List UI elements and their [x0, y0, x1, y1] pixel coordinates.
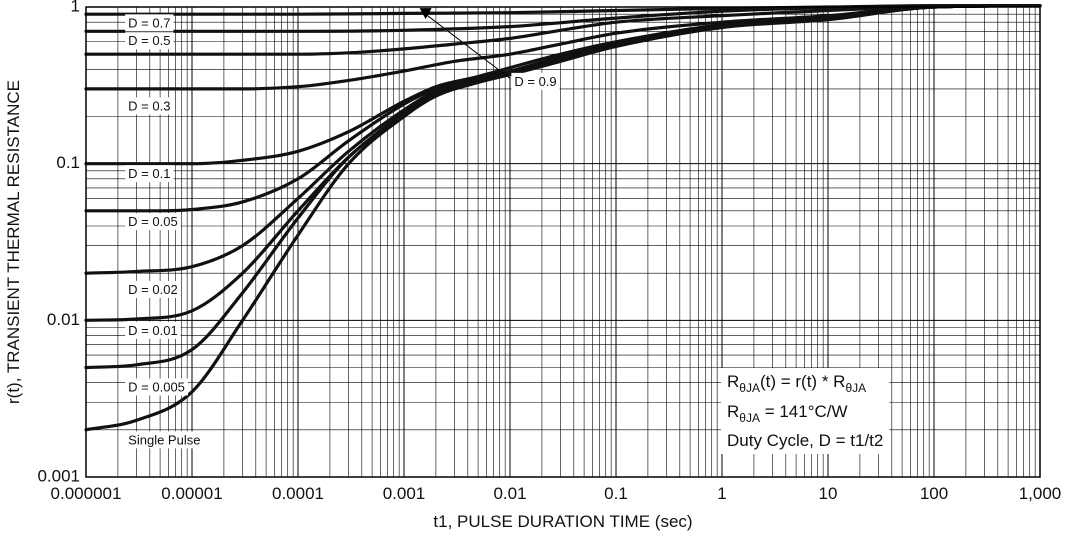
d09-pointer-marker: [419, 8, 432, 20]
x-axis-title: t1, PULSE DURATION TIME (sec): [433, 512, 692, 531]
d09-pointer-group: [419, 8, 511, 79]
x-tick-label: 10: [819, 484, 838, 503]
curve-label: Single Pulse: [125, 431, 204, 449]
curve-group: [84, 4, 1042, 432]
y-tick-labels: 0.001 0.01 0.1 1: [37, 0, 80, 485]
curve-label-background: [125, 321, 181, 339]
curve-label-text: D = 0.3: [128, 98, 170, 113]
curve-d-0-3: [84, 4, 1042, 91]
x-tick-label: 0.01: [493, 484, 526, 503]
x-tick-label: 0.00001: [161, 484, 222, 503]
curve-label-text: Single Pulse: [128, 432, 200, 447]
curve-label-background: [125, 378, 188, 396]
curve-label-text: D = 0.9: [514, 74, 556, 89]
curve-label-background: [125, 431, 204, 449]
curve-label-text: D = 0.1: [128, 166, 170, 181]
y-axis-title: r(t), TRANSIENT THERMAL RESISTANCE: [4, 80, 23, 404]
curve-d-0-05: [84, 4, 1042, 213]
curve-label: D = 0.7: [125, 14, 174, 32]
plot-frame: [85, 6, 1041, 478]
y-tick-label: 0.1: [56, 153, 80, 172]
formula-line-1-b: (t) = r(t) * R: [760, 372, 845, 391]
formula-line-1: RθJA(t) = r(t) * RθJA: [727, 372, 866, 395]
curve-single-pulse: [84, 4, 1042, 432]
formula-line-1-b-sub: θJA: [845, 381, 866, 395]
curve-d-0-02: [84, 4, 1042, 275]
formula-line-2: RθJA = 141°C/W: [727, 402, 848, 425]
curve-d-0-5: [84, 4, 1042, 56]
curve-label: D = 0.3: [125, 97, 174, 115]
curve-label: D = 0.05: [125, 213, 181, 231]
x-tick-label: 0.0001: [272, 484, 324, 503]
curve-label-text: D = 0.005: [128, 379, 185, 394]
curve-label-text: D = 0.05: [128, 214, 178, 229]
formula-line-2-a-sub: θJA: [739, 411, 760, 425]
y-tick-label: 0.001: [37, 466, 80, 485]
x-tick-label: 0.001: [383, 484, 426, 503]
grid-lines: [85, 7, 1040, 478]
curve-label-group: D = 0.7 D = 0.5 D = 0.3 D = 0.1 D = 0.05 D = …: [125, 14, 560, 449]
curve-label-background: [125, 14, 174, 32]
formula-line-2-b: = 141°C/W: [760, 402, 848, 421]
curve-label: D = 0.5: [125, 32, 174, 50]
formula-line-2-a: R: [727, 402, 739, 421]
d09-pointer-line: [425, 13, 511, 79]
x-tick-labels: 0.000001 0.00001 0.0001 0.001 0.01 0.1 1 10 100 1…: [51, 484, 1062, 503]
x-tick-label: 100: [920, 484, 948, 503]
y-tick-label: 1: [71, 0, 80, 15]
curve-label-text: D = 0.7: [128, 15, 170, 30]
curve-label: D = 0.02: [125, 280, 181, 298]
curve-label-background: [125, 165, 174, 183]
formula-line-3: Duty Cycle, D = t1/t2: [727, 431, 883, 450]
curve-label-background: [125, 97, 174, 115]
curve-label-text: D = 0.5: [128, 33, 170, 48]
formula-line-1-a: R: [727, 372, 739, 391]
curve-label: D = 0.01: [125, 321, 181, 339]
curve-label-background: [125, 32, 174, 50]
x-tick-label: 1: [717, 484, 726, 503]
curve-label: D = 0.9: [511, 72, 560, 90]
curve-label-background: [511, 72, 560, 90]
formula-line-1-a-sub: θJA: [739, 381, 760, 395]
formula-annotation-background: [721, 368, 890, 454]
curve-label: D = 0.1: [125, 165, 174, 183]
formula-annotation: RθJA(t) = r(t) * RθJA RθJA = 141°C/W Dut…: [721, 368, 890, 454]
curve-label-text: D = 0.01: [128, 323, 178, 338]
curve-label-background: [125, 280, 181, 298]
curve-label: D = 0.005: [125, 378, 188, 396]
x-tick-label: 0.000001: [51, 484, 122, 503]
x-tick-label: 1,000: [1019, 484, 1062, 503]
curve-label-background: [125, 213, 181, 231]
y-tick-label: 0.01: [47, 310, 80, 329]
x-tick-label: 0.1: [604, 484, 628, 503]
curve-label-text: D = 0.02: [128, 282, 178, 297]
